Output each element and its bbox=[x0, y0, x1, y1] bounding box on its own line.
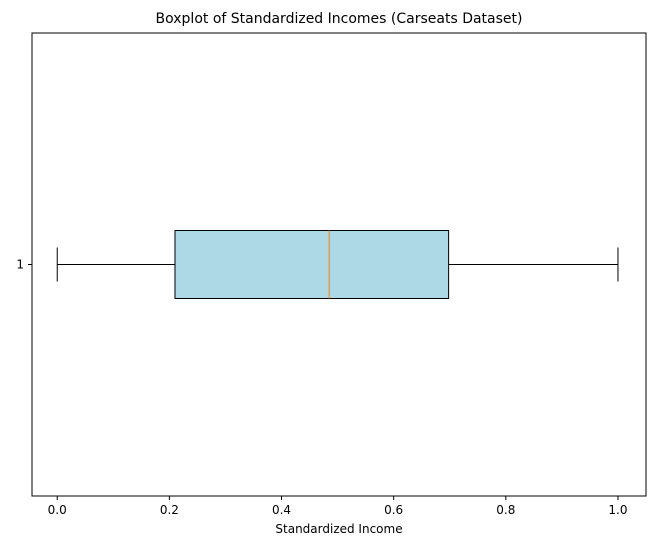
x-tick-label: 1.0 bbox=[608, 503, 627, 517]
x-tick-label: 0.8 bbox=[496, 503, 515, 517]
y-tick-label: 1 bbox=[16, 258, 24, 272]
x-tick-label: 0.0 bbox=[48, 503, 67, 517]
chart-title: Boxplot of Standardized Incomes (Carseat… bbox=[156, 11, 523, 27]
x-tick-label: 0.6 bbox=[384, 503, 403, 517]
x-tick-label: 0.4 bbox=[272, 503, 291, 517]
x-axis-label: Standardized Income bbox=[275, 522, 402, 536]
iqr-box bbox=[174, 230, 450, 299]
x-tick-label: 0.2 bbox=[160, 503, 179, 517]
